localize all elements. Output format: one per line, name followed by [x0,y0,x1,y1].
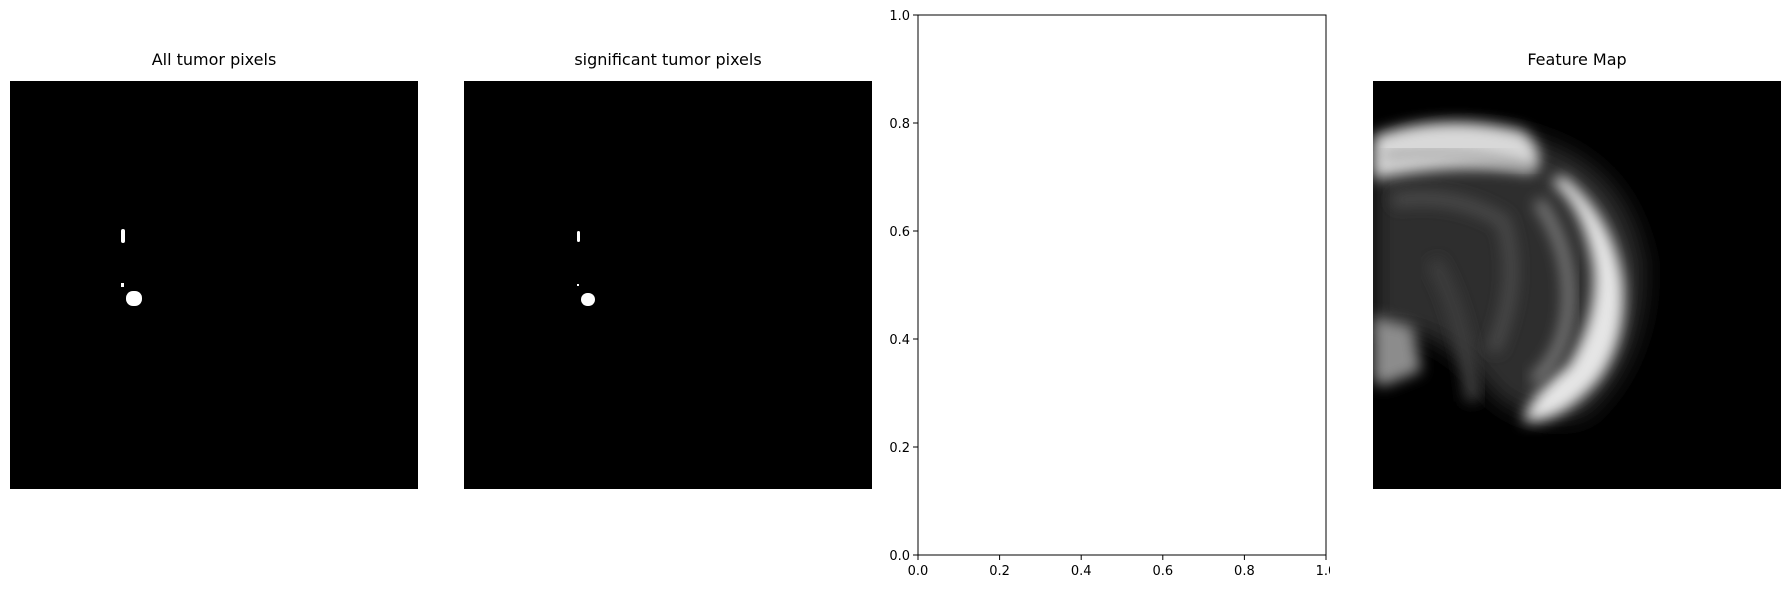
feature-map-graphic [1373,122,1644,422]
y-tick-label: 0.8 [889,117,910,132]
tumor-blob [577,284,579,286]
x-tick-label: 1.0 [1316,564,1330,579]
panel-1-title: All tumor pixels [151,50,277,69]
all-tumor-pixels-image [10,81,418,489]
y-tick-label: 0.2 [889,441,910,456]
x-tick-label: 0.4 [1071,564,1092,579]
x-tick-label: 0.8 [1234,564,1255,579]
tumor-blob [121,283,124,287]
tumor-blob [577,231,580,242]
x-tick-label: 0.6 [1152,564,1173,579]
empty-axes: 0.0 0.2 0.4 0.6 0.8 1.0 0.0 0.2 0.4 0.6 0.8 1.0 [889,9,1330,579]
tumor-blob [121,229,125,243]
feature-map-image [1373,81,1781,489]
y-tick-label: 0.0 [889,549,910,564]
tumor-blob [581,293,595,306]
x-tick-label: 0.0 [908,564,929,579]
y-tick-label: 0.6 [889,225,910,240]
plot-frame [917,14,1327,556]
panel-2-title: significant tumor pixels [574,50,762,69]
x-tick-label: 0.2 [989,564,1010,579]
significant-tumor-pixels-image [464,81,872,489]
panel-4-title: Feature Map [1527,50,1627,69]
y-tick-label: 0.4 [889,333,910,348]
y-tick-label: 1.0 [889,9,910,24]
tumor-blob [126,291,142,306]
